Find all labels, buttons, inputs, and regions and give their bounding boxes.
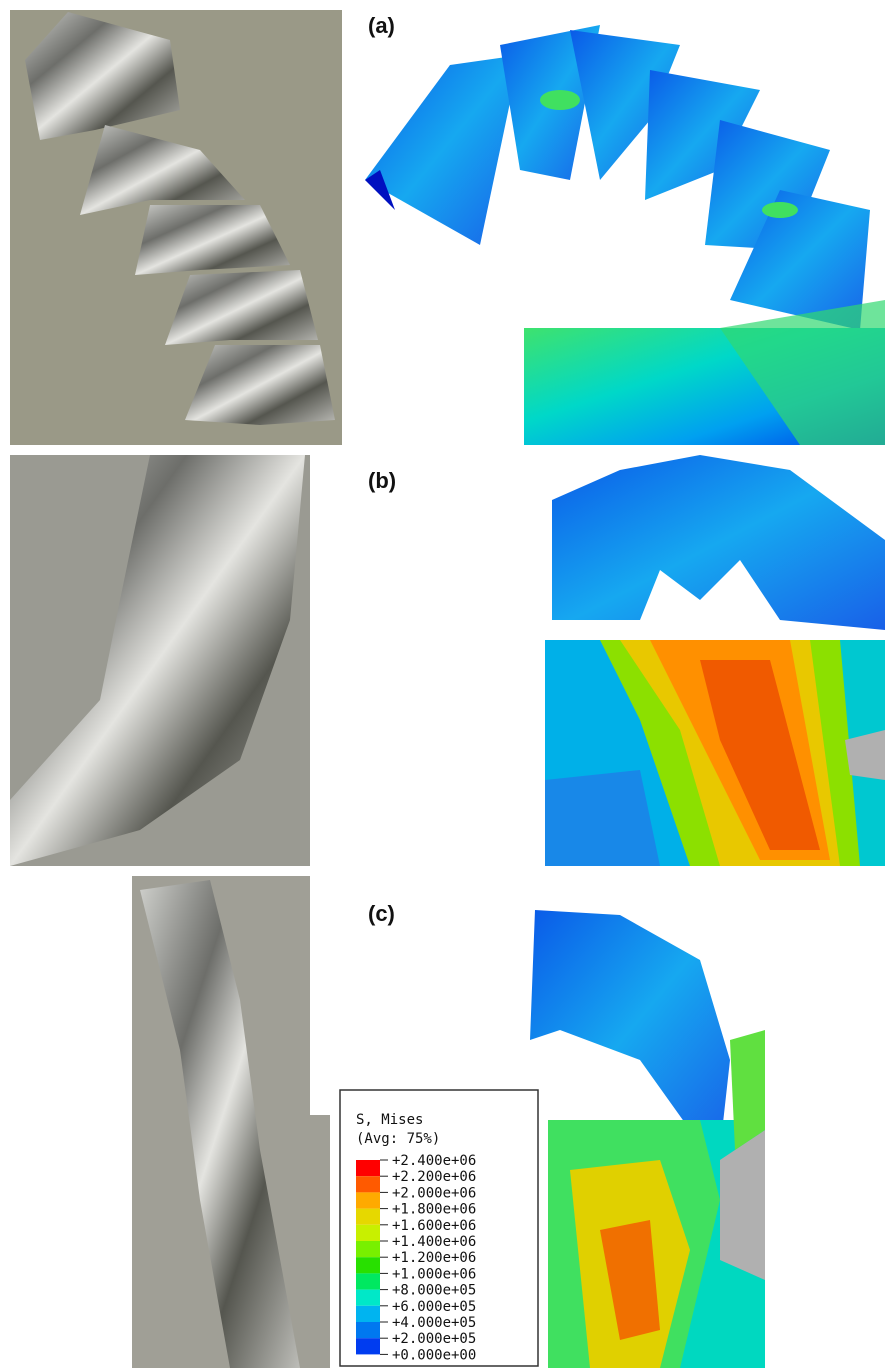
legend-swatch	[356, 1273, 380, 1289]
simulation-a	[365, 25, 885, 445]
panel-label: (b)	[368, 468, 396, 493]
legend-swatch	[356, 1225, 380, 1241]
legend-label: +2.200e+06	[392, 1169, 476, 1185]
legend-subtitle: (Avg: 75%)	[356, 1131, 440, 1147]
legend-label: +2.000e+06	[392, 1185, 476, 1201]
legend-swatch	[356, 1160, 380, 1176]
legend-swatch	[356, 1257, 380, 1273]
legend-title: S, Mises	[356, 1112, 423, 1128]
legend-swatch	[356, 1338, 380, 1354]
legend-label: +1.600e+06	[392, 1218, 476, 1234]
legend-label: +2.000e+05	[392, 1331, 476, 1347]
legend-swatch	[356, 1209, 380, 1225]
legend-label: +1.800e+06	[392, 1202, 476, 1218]
simulation-b	[545, 455, 885, 866]
legend-label: +6.000e+05	[392, 1299, 476, 1315]
legend-label: +1.400e+06	[392, 1234, 476, 1250]
legend-label: +4.000e+05	[392, 1315, 476, 1331]
legend-label: +0.000e+00	[392, 1347, 476, 1363]
legend-swatch	[356, 1241, 380, 1257]
legend-swatch	[356, 1322, 380, 1338]
legend-label: +1.200e+06	[392, 1250, 476, 1266]
legend-label: +2.400e+06	[392, 1153, 476, 1169]
panel-label: (a)	[368, 13, 395, 38]
simulation-c	[530, 910, 765, 1368]
legend-swatch	[356, 1192, 380, 1208]
legend-label: +1.000e+06	[392, 1266, 476, 1282]
legend-swatch	[356, 1176, 380, 1192]
figure: (a) (b) (c) S, Mises (Avg: 75%) +2.400e+…	[0, 0, 885, 1368]
legend-swatch	[356, 1306, 380, 1322]
legend-swatch	[356, 1290, 380, 1306]
panel-label: (c)	[368, 901, 395, 926]
legend-scale: +2.400e+06+2.200e+06+2.000e+06+1.800e+06…	[356, 1153, 476, 1363]
legend-label: +8.000e+05	[392, 1283, 476, 1299]
